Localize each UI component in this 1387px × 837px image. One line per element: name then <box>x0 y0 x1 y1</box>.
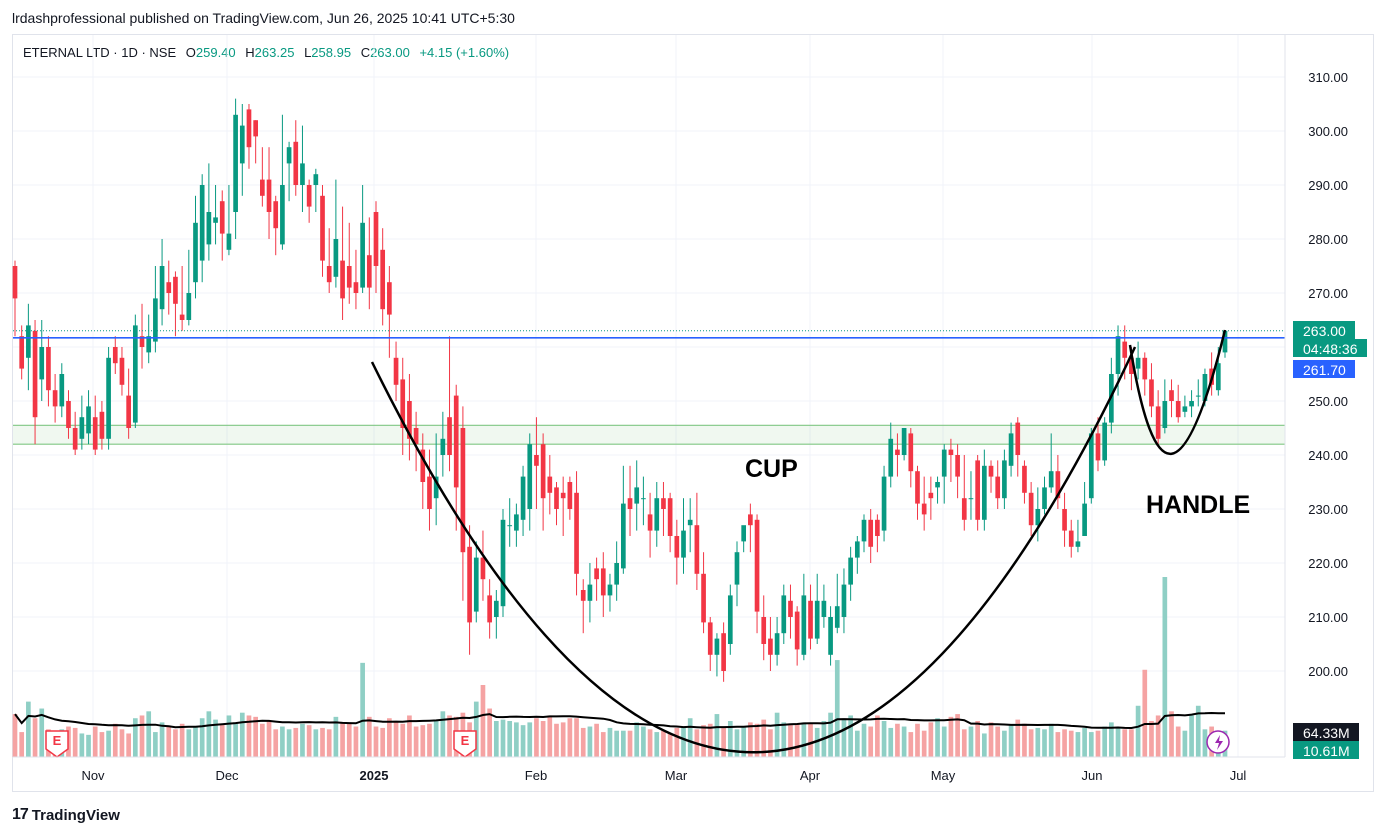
low-label: L <box>304 45 312 60</box>
publisher-line: lrdashprofessional published on TradingV… <box>12 10 515 26</box>
close-value: 263.00 <box>370 45 410 60</box>
tradingview-logo-icon: 17 <box>12 806 29 823</box>
chart-frame <box>12 34 1374 792</box>
open-label: O <box>185 45 196 60</box>
low-value: 258.95 <box>311 45 352 60</box>
ohlc-legend: ETERNAL LTD · 1D · NSE O259.40 H263.25 L… <box>23 45 509 60</box>
close-label: C <box>360 45 371 60</box>
high-value: 263.25 <box>254 45 295 60</box>
footer-brand[interactable]: 17 TradingView <box>12 806 120 824</box>
open-value: 259.40 <box>195 45 236 60</box>
brand-name: TradingView <box>31 806 120 824</box>
change-value: +4.15 (+1.60%) <box>419 45 510 60</box>
symbol-label[interactable]: ETERNAL LTD · 1D · NSE <box>23 45 177 60</box>
high-label: H <box>245 45 255 60</box>
